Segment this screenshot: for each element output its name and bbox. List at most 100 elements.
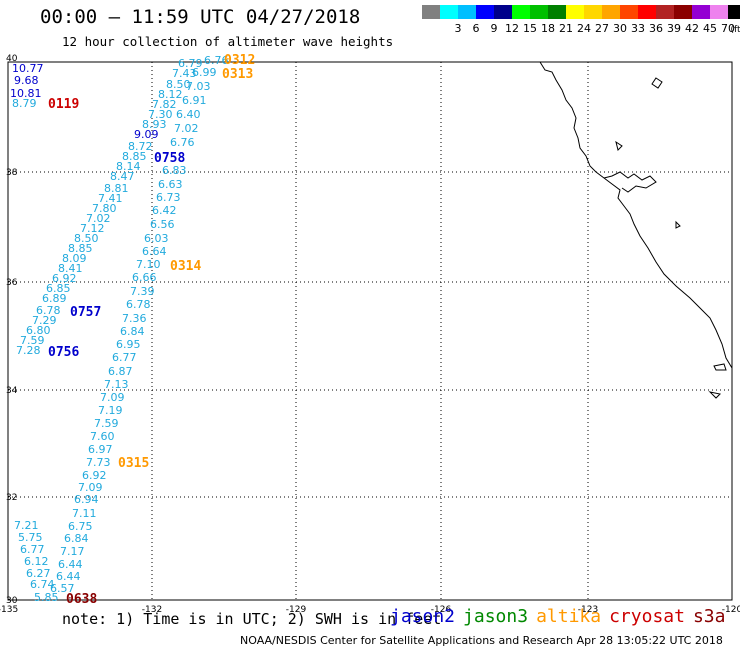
satellite-key-s3a: s3a — [692, 606, 726, 627]
legend-label: 36 — [649, 22, 663, 35]
lake-outlines — [615, 77, 727, 399]
wave-height-label: 6.44 — [58, 558, 83, 571]
legend-label: 39 — [667, 22, 681, 35]
wave-height-label: 7.82 — [152, 98, 177, 111]
map-frame — [7, 61, 733, 601]
footer-credit: NOAA/NESDIS Center for Satellite Applica… — [240, 634, 723, 647]
wave-height-label: 6.92 — [52, 272, 77, 285]
wave-height-label: 7.13 — [104, 378, 129, 391]
wave-height-label: 7.19 — [98, 404, 123, 417]
y-tick-label: 34 — [6, 386, 18, 396]
satellite-key: jason2 jason3 altika cryosat s3a — [390, 606, 733, 627]
pass-label: 0313 — [222, 67, 253, 82]
legend-swatch — [530, 5, 548, 19]
wave-height-label: 6.95 — [116, 338, 141, 351]
wave-height-label: 6.77 — [20, 543, 45, 556]
wave-height-label: 8.14 — [116, 160, 141, 173]
pass-label: 0312 — [224, 53, 255, 68]
pass-label: 0758 — [154, 151, 185, 166]
satellite-key-jason2: jason2 — [390, 606, 456, 627]
legend-label: 21 — [559, 22, 573, 35]
satellite-key-cryosat: cryosat — [609, 606, 685, 627]
wave-height-label: 6.89 — [42, 292, 67, 305]
wave-height-label: 6.87 — [108, 365, 133, 378]
wave-height-label: 6.84 — [120, 325, 145, 338]
wave-height-label: 6.56 — [150, 218, 175, 231]
wave-height-label: 8.79 — [12, 97, 37, 110]
wave-height-label: 6.74 — [30, 578, 55, 591]
wave-height-label: 6.73 — [156, 191, 181, 204]
wave-height-label: 7.09 — [78, 481, 103, 494]
y-tick-label: 30 — [6, 596, 18, 606]
legend-swatch — [602, 5, 620, 19]
bay-outline — [603, 171, 657, 193]
legend-label: 27 — [595, 22, 609, 35]
wave-height-label: 8.50 — [166, 78, 191, 91]
wave-height-label: 7.17 — [60, 545, 85, 558]
y-tick-label: 38 — [6, 168, 18, 178]
page-title: 00:00 – 11:59 UTC 04/27/2018 — [40, 6, 361, 28]
legend-swatch — [476, 5, 494, 19]
wave-height-label: 6.94 — [74, 493, 99, 506]
wave-height-label: 6.77 — [112, 351, 137, 364]
y-tick-label: 36 — [6, 278, 18, 288]
wave-height-label: 7.30 — [148, 108, 173, 121]
wave-height-label: 6.40 — [176, 108, 201, 121]
legend-label: 12 — [505, 22, 519, 35]
legend-swatch — [440, 5, 458, 19]
wave-height-label: 7.43 — [172, 67, 197, 80]
wave-height-label: 7.29 — [32, 314, 57, 327]
wave-height-label: 7.80 — [92, 202, 117, 215]
legend-label: 70 — [721, 22, 735, 35]
wave-height-label: 7.41 — [98, 192, 123, 205]
legend-swatch — [512, 5, 530, 19]
pass-label: 0756 — [48, 345, 79, 360]
legend-label: 45 — [703, 22, 717, 35]
wave-height-label: 6.76 — [204, 54, 229, 67]
legend-swatch — [656, 5, 674, 19]
wave-height-label: 10.81 — [10, 87, 42, 100]
satellite-key-altika: altika — [536, 606, 602, 627]
wave-height-label: 7.10 — [136, 258, 161, 271]
wave-height-label: 8.12 — [158, 88, 183, 101]
legend-swatch — [422, 5, 440, 19]
legend-label: 6 — [473, 22, 480, 35]
wave-height-label: 6.80 — [26, 324, 51, 337]
pass-label: 0638 — [66, 592, 97, 607]
legend-label: 15 — [523, 22, 537, 35]
legend-swatch — [674, 5, 692, 19]
coastline — [539, 61, 733, 369]
wave-height-label: 8.09 — [62, 252, 87, 265]
wave-height-label: 6.78 — [36, 304, 61, 317]
wave-height-label: 6.42 — [152, 204, 177, 217]
wave-height-label: 8.81 — [104, 182, 129, 195]
legend-label: 3 — [455, 22, 462, 35]
legend-unit: (ft) — [730, 25, 740, 35]
wave-height-label: 7.28 — [16, 344, 41, 357]
wave-height-label: 6.84 — [64, 532, 89, 545]
legend-label: 33 — [631, 22, 645, 35]
legend-swatch — [584, 5, 602, 19]
wave-height-label: 6.12 — [24, 555, 49, 568]
wave-height-label: 7.03 — [186, 80, 211, 93]
legend-label: 42 — [685, 22, 699, 35]
wave-height-label: 8.41 — [58, 262, 83, 275]
legend-swatch — [548, 5, 566, 19]
legend-label: 9 — [491, 22, 498, 35]
wave-height-label: 8.85 — [122, 150, 147, 163]
wave-height-label: 7.02 — [86, 212, 111, 225]
wave-height-label: 6.27 — [26, 567, 51, 580]
footer-note: note: 1) Time is in UTC; 2) SWH is in fe… — [62, 610, 442, 628]
wave-height-label: 7.02 — [174, 122, 199, 135]
wave-height-label: 9.09 — [134, 128, 159, 141]
wave-height-label: 8.85 — [68, 242, 93, 255]
wave-height-label: 7.73 — [86, 456, 111, 469]
wave-height-label: 7.60 — [90, 430, 115, 443]
legend-swatch — [566, 5, 584, 19]
wave-height-label: 6.91 — [182, 94, 207, 107]
wave-height-label: 6.76 — [170, 136, 195, 149]
wave-height-label: 7.12 — [80, 222, 105, 235]
wave-height-label: 8.50 — [74, 232, 99, 245]
wave-height-label: 7.39 — [130, 285, 155, 298]
